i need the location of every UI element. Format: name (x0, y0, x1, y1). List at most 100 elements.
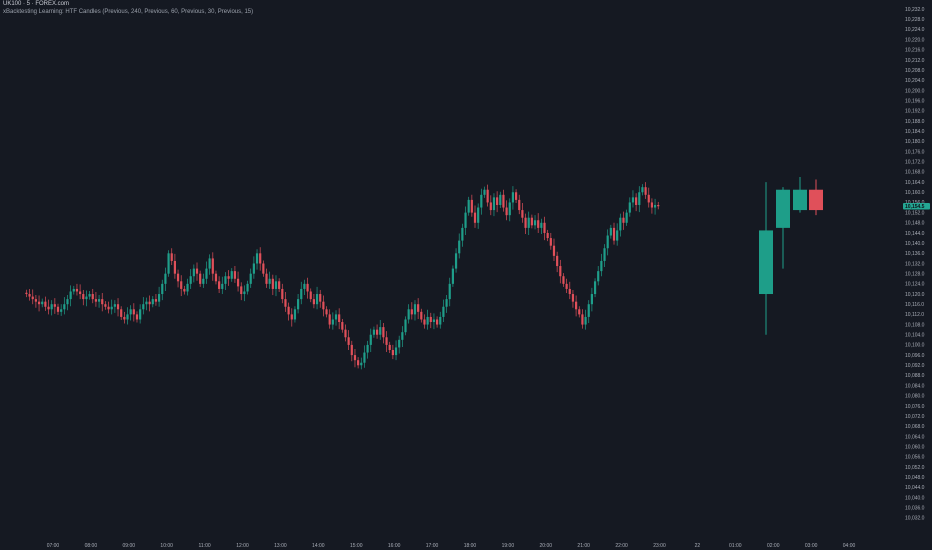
candle (650, 198, 654, 214)
candle (410, 302, 413, 320)
candle (79, 284, 82, 300)
candle (186, 278, 189, 296)
candle (616, 223, 619, 246)
candle (635, 193, 638, 212)
candle (423, 314, 426, 329)
candle (426, 309, 429, 330)
time-axis-label: 11:00 (199, 543, 211, 549)
candle (161, 279, 164, 301)
candle (82, 289, 85, 306)
candle (360, 357, 363, 370)
price-axis-label: 10,128.0 (905, 271, 925, 277)
candle (236, 271, 240, 292)
candle (511, 186, 515, 210)
candle (445, 295, 448, 313)
candle (287, 302, 290, 321)
candle (135, 311, 139, 323)
candle (559, 259, 562, 284)
price-axis-label: 10,048.0 (905, 475, 925, 481)
price-axis-label: 10,168.0 (905, 170, 925, 176)
candle (556, 251, 559, 273)
price-axis-label: 10,076.0 (905, 404, 925, 410)
candle (293, 306, 297, 323)
candle (568, 281, 571, 300)
candle (543, 216, 546, 241)
candle (28, 288, 31, 301)
candle (467, 196, 470, 216)
candle (88, 290, 91, 300)
time-axis-label: 18:00 (464, 543, 477, 549)
price-axis-label: 10,192.0 (905, 109, 925, 115)
candle (243, 285, 246, 302)
candle (240, 282, 243, 301)
candle (25, 289, 28, 298)
candle (192, 264, 195, 283)
candle (391, 344, 394, 360)
price-axis-label: 10,224.0 (905, 27, 925, 33)
time-axis-label: 08:00 (85, 543, 98, 549)
price-axis-label: 10,112.0 (905, 312, 924, 318)
price-axis-label: 10,032.0 (905, 516, 925, 522)
candle (75, 283, 79, 296)
candle (657, 201, 660, 210)
candle (527, 211, 530, 236)
candle (540, 218, 543, 234)
candle (69, 285, 72, 307)
candle (442, 299, 445, 323)
candle (483, 186, 486, 198)
candle (571, 289, 575, 308)
candle (347, 330, 350, 350)
time-axis-label: 01:00 (729, 543, 742, 549)
candle (227, 270, 230, 286)
time-axis-label: 22:00 (615, 543, 628, 549)
candle (417, 298, 420, 319)
candle (385, 331, 388, 353)
candle (413, 300, 417, 321)
candle (91, 288, 94, 304)
candle (590, 287, 593, 312)
candle (246, 280, 249, 295)
candle (647, 187, 650, 208)
candle (139, 304, 142, 324)
candle (164, 267, 167, 291)
candle (306, 277, 309, 299)
price-axis-label: 10,232.0 (905, 7, 925, 13)
htf-candles (759, 177, 823, 335)
time-axis-label: 15:00 (350, 543, 363, 549)
candle (625, 209, 628, 226)
candle (533, 215, 537, 230)
candle (622, 211, 625, 230)
candle (363, 345, 366, 368)
price-axis-label: 10,216.0 (905, 48, 925, 54)
candle (259, 247, 262, 271)
candle (508, 198, 511, 222)
candle (113, 300, 116, 313)
candle (145, 297, 148, 311)
price-axis-label: 10,180.0 (905, 139, 925, 145)
candle (167, 250, 170, 277)
candle (249, 268, 252, 288)
price-axis-label: 10,116.0 (905, 302, 924, 308)
candle (394, 340, 398, 361)
candle (575, 295, 578, 317)
time-axis-label: 20:00 (540, 543, 553, 549)
candle (221, 276, 224, 295)
candle (224, 272, 227, 290)
candle (565, 278, 568, 294)
candle (350, 340, 353, 362)
candle (609, 224, 612, 239)
htf-candle (759, 182, 773, 335)
candle (486, 184, 489, 207)
price-axis-label: 10,172.0 (905, 160, 925, 166)
price-axis-label: 10,148.0 (905, 221, 925, 227)
candle (180, 275, 183, 297)
candle (366, 340, 369, 359)
candle (129, 305, 132, 321)
candle (398, 335, 401, 354)
candle (420, 308, 423, 323)
price-axis-label: 10,100.0 (905, 343, 925, 349)
candle (328, 309, 331, 329)
candle (278, 278, 281, 292)
time-axis-label: 21:00 (577, 543, 590, 549)
